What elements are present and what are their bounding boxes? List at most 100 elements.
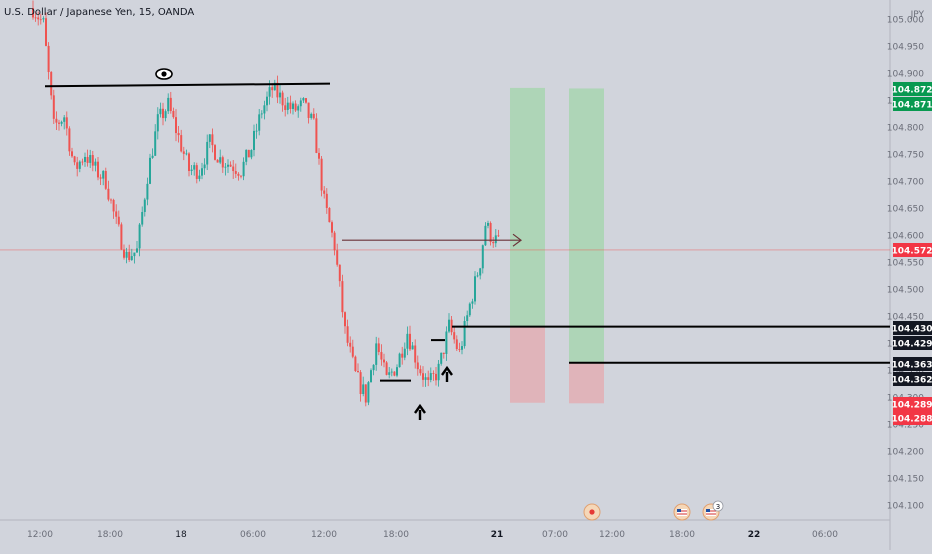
candle-body <box>430 373 432 380</box>
symbol-title[interactable]: U.S. Dollar / Japanese Yen, 15, OANDA <box>4 7 194 18</box>
candle-body <box>409 334 411 349</box>
flag-canton <box>677 509 681 512</box>
candle-body <box>76 162 78 169</box>
candle-body <box>466 315 468 321</box>
candle-body <box>115 211 117 216</box>
candle-body <box>81 162 83 163</box>
candle-body <box>284 105 286 110</box>
candle-body <box>349 343 351 347</box>
grid-layer <box>0 0 890 550</box>
candle-body <box>133 253 135 257</box>
candle-body <box>266 97 268 106</box>
candle-body <box>336 250 338 264</box>
candle-body <box>315 118 317 153</box>
price-label-text: 104.288 <box>892 415 932 425</box>
candle-body <box>258 114 260 130</box>
price-label: 104.872 <box>892 82 932 96</box>
price-label: 104.362 <box>892 372 932 386</box>
candle-body <box>440 353 442 364</box>
candle-body <box>149 158 151 184</box>
eye-pupil <box>161 71 166 76</box>
candle-body <box>113 200 115 212</box>
candle-body <box>295 104 297 111</box>
candle-body <box>198 176 200 179</box>
x-tick-label: 18:00 <box>97 530 123 540</box>
event-count-text: 3 <box>716 503 720 511</box>
candle-body <box>66 117 68 128</box>
candle-body <box>289 103 291 109</box>
candle-body <box>297 106 299 110</box>
candle-body <box>271 87 273 90</box>
candle-body <box>308 103 310 118</box>
candle-body <box>404 349 406 358</box>
price-label: 104.363 <box>892 357 932 371</box>
candle-body <box>477 275 479 276</box>
candle-body <box>100 177 102 178</box>
candle-body <box>256 131 258 132</box>
candle-body <box>201 168 203 175</box>
candle-body <box>105 171 107 189</box>
candle-body <box>388 372 390 375</box>
candle-body <box>367 382 369 402</box>
candle-body <box>157 114 159 131</box>
candle-body <box>53 95 55 118</box>
candle-body <box>102 171 104 179</box>
candle-body <box>87 157 89 163</box>
event-flag-icon <box>584 504 600 520</box>
candle-body <box>292 104 294 109</box>
candle-body <box>243 162 245 176</box>
candle-body <box>180 135 182 151</box>
candle-body <box>282 93 284 106</box>
candle-body <box>373 365 375 370</box>
y-tick-label: 104.950 <box>887 42 924 52</box>
candle-body <box>414 346 416 363</box>
candle-body <box>396 367 398 375</box>
y-tick-label: 104.450 <box>887 312 924 322</box>
candle-body <box>232 167 234 172</box>
candle-body <box>365 384 367 402</box>
x-tick-label: 18:00 <box>383 530 409 540</box>
candle-body <box>497 235 499 236</box>
candle-body <box>193 165 195 169</box>
profit-zone <box>569 88 604 362</box>
price-label-text: 104.572 <box>892 247 932 257</box>
candle-body <box>209 134 211 142</box>
candle-body <box>74 156 76 162</box>
y-tick-label: 104.800 <box>887 123 924 133</box>
candle-body <box>331 222 333 233</box>
candle-body <box>245 150 247 162</box>
candle-body <box>222 157 224 167</box>
us-flag-icon <box>674 504 690 520</box>
y-tick-label: 104.750 <box>887 150 924 160</box>
candle-body <box>362 384 364 394</box>
currency-label: JPY <box>910 10 925 20</box>
candle-body <box>128 252 130 260</box>
candle-body <box>438 364 440 380</box>
candle-body <box>386 362 388 374</box>
candle-body <box>68 128 70 151</box>
candle-body <box>323 191 325 194</box>
candle-body <box>58 123 60 124</box>
price-label-text: 104.362 <box>892 376 932 386</box>
events-layer: 3 <box>584 501 723 520</box>
candle-body <box>152 156 154 158</box>
candle-body <box>354 357 356 371</box>
price-label-text: 104.429 <box>892 340 932 350</box>
x-tick-label: 22 <box>748 530 761 540</box>
candle-body <box>326 194 328 208</box>
price-label: 104.288 <box>892 411 932 425</box>
candle-body <box>214 145 216 160</box>
price-axis[interactable]: 104.100104.150104.200104.250104.300104.3… <box>887 10 932 511</box>
candle-body <box>144 200 146 212</box>
price-label-text: 104.430 <box>892 325 932 335</box>
y-tick-label: 104.600 <box>887 231 924 241</box>
x-tick-label: 07:00 <box>542 530 568 540</box>
x-tick-label: 06:00 <box>240 530 266 540</box>
candle-body <box>380 352 382 360</box>
candle-body <box>165 111 167 118</box>
candle-body <box>334 233 336 251</box>
candle-body <box>378 343 380 352</box>
